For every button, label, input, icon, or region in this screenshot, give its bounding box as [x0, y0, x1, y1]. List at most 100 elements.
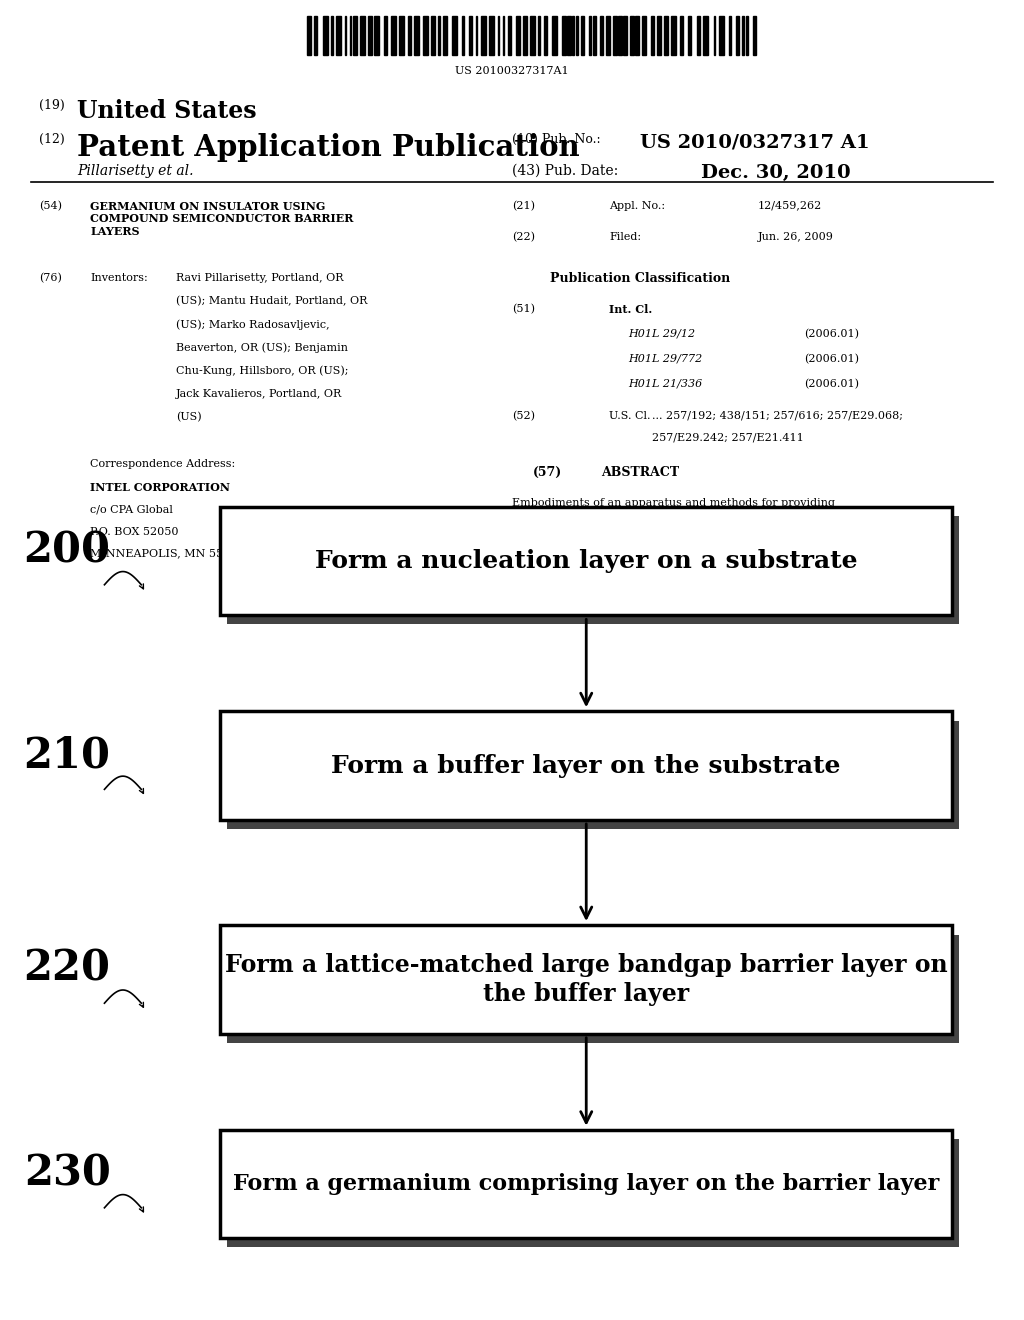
Text: U.S. Cl.: U.S. Cl. — [609, 411, 651, 421]
Text: United States: United States — [77, 99, 256, 123]
Bar — [498, 16, 500, 55]
Bar — [331, 16, 333, 55]
Text: Correspondence Address:: Correspondence Address: — [90, 459, 236, 470]
Bar — [359, 16, 365, 55]
Text: Filed:: Filed: — [609, 232, 641, 243]
Bar — [530, 16, 535, 55]
Bar — [480, 16, 485, 55]
Bar — [562, 16, 565, 55]
Bar — [323, 16, 328, 55]
Text: Beaverton, OR (US); Benjamin: Beaverton, OR (US); Benjamin — [176, 342, 348, 354]
Bar — [336, 16, 341, 55]
Text: Ravi Pillarisetty, Portland, OR: Ravi Pillarisetty, Portland, OR — [176, 273, 344, 284]
Bar — [552, 16, 557, 55]
Text: Patent Application Publication: Patent Application Publication — [77, 133, 580, 162]
Text: Form a buffer layer on the substrate: Form a buffer layer on the substrate — [332, 754, 841, 777]
Bar — [399, 16, 404, 55]
Text: H01L 21/336: H01L 21/336 — [628, 379, 702, 389]
Text: (12): (12) — [39, 133, 65, 147]
Bar — [523, 16, 526, 55]
Bar — [688, 16, 691, 55]
Bar — [742, 16, 744, 55]
Bar — [220, 925, 952, 1034]
Text: (US); Marko Radosavljevic,: (US); Marko Radosavljevic, — [176, 319, 330, 330]
Bar — [415, 16, 420, 55]
Text: Inventors:: Inventors: — [90, 273, 147, 284]
Bar — [462, 16, 464, 55]
Text: (2006.01): (2006.01) — [804, 379, 859, 389]
Text: (US): (US) — [176, 412, 202, 422]
Text: (51): (51) — [512, 304, 535, 314]
Text: 200: 200 — [24, 529, 111, 572]
Bar — [575, 16, 578, 55]
Bar — [469, 16, 472, 55]
Bar — [314, 16, 317, 55]
Text: (2006.01): (2006.01) — [804, 354, 859, 364]
Bar — [680, 16, 683, 55]
Bar — [657, 16, 660, 55]
Bar — [227, 935, 959, 1043]
Bar — [600, 16, 603, 55]
Bar — [642, 16, 645, 55]
Bar — [350, 16, 351, 55]
Text: Form a germanium comprising layer on the barrier layer: Form a germanium comprising layer on the… — [233, 1173, 939, 1195]
Bar — [369, 16, 372, 55]
Text: P.O. BOX 52050: P.O. BOX 52050 — [90, 527, 178, 537]
Bar — [220, 1130, 952, 1238]
Bar — [408, 16, 411, 55]
Bar — [508, 16, 511, 55]
Text: (22): (22) — [512, 232, 535, 243]
Text: Int. Cl.: Int. Cl. — [609, 304, 652, 314]
Text: Pillarisetty et al.: Pillarisetty et al. — [77, 164, 194, 178]
Bar — [431, 16, 435, 55]
Bar — [423, 16, 428, 55]
Text: (57): (57) — [532, 466, 562, 479]
Text: Form a lattice-matched large bandgap barrier layer on
the buffer layer: Form a lattice-matched large bandgap bar… — [225, 953, 947, 1006]
Text: Chu-Kung, Hillsboro, OR (US);: Chu-Kung, Hillsboro, OR (US); — [176, 366, 348, 376]
Bar — [220, 507, 952, 615]
Bar — [220, 711, 952, 820]
Bar — [572, 16, 574, 55]
Bar — [307, 16, 310, 55]
Text: (19): (19) — [39, 99, 65, 112]
Text: Embodiments of an apparatus and methods for providing
germanium on insulator usi: Embodiments of an apparatus and methods … — [512, 498, 853, 543]
Text: (76): (76) — [39, 273, 61, 284]
Bar — [735, 16, 739, 55]
Text: 257/E29.242; 257/E21.411: 257/E29.242; 257/E21.411 — [652, 433, 804, 444]
Bar — [590, 16, 591, 55]
Bar — [374, 16, 379, 55]
Bar — [503, 16, 505, 55]
Bar — [696, 16, 700, 55]
Bar — [745, 16, 748, 55]
Text: (54): (54) — [39, 201, 61, 211]
Text: GERMANIUM ON INSULATOR USING
COMPOUND SEMICONDUCTOR BARRIER
LAYERS: GERMANIUM ON INSULATOR USING COMPOUND SE… — [90, 201, 353, 238]
Bar — [390, 16, 395, 55]
Bar — [753, 16, 756, 55]
Text: US 20100327317A1: US 20100327317A1 — [456, 66, 568, 77]
Bar — [227, 1139, 959, 1247]
Text: Appl. No.:: Appl. No.: — [609, 201, 666, 211]
Bar — [671, 16, 676, 55]
Bar — [581, 16, 585, 55]
Text: H01L 29/12: H01L 29/12 — [628, 329, 695, 339]
Text: (43) Pub. Date:: (43) Pub. Date: — [512, 164, 618, 178]
Bar — [606, 16, 610, 55]
Text: INTEL CORPORATION: INTEL CORPORATION — [90, 482, 230, 492]
Bar — [618, 16, 622, 55]
Text: US 2010/0327317 A1: US 2010/0327317 A1 — [640, 133, 869, 152]
Bar — [593, 16, 596, 55]
Bar — [539, 16, 540, 55]
Bar — [227, 721, 959, 829]
Text: Form a nucleation layer on a substrate: Form a nucleation layer on a substrate — [315, 549, 857, 573]
Bar — [516, 16, 520, 55]
Bar — [650, 16, 654, 55]
Text: 210: 210 — [24, 734, 111, 776]
Text: (2006.01): (2006.01) — [804, 329, 859, 339]
Text: (52): (52) — [512, 411, 535, 421]
Bar — [613, 16, 616, 55]
Bar — [353, 16, 356, 55]
Text: Jun. 26, 2009: Jun. 26, 2009 — [758, 232, 834, 243]
Text: Publication Classification: Publication Classification — [550, 272, 730, 285]
Text: Dec. 30, 2010: Dec. 30, 2010 — [701, 164, 851, 182]
Bar — [714, 16, 715, 55]
